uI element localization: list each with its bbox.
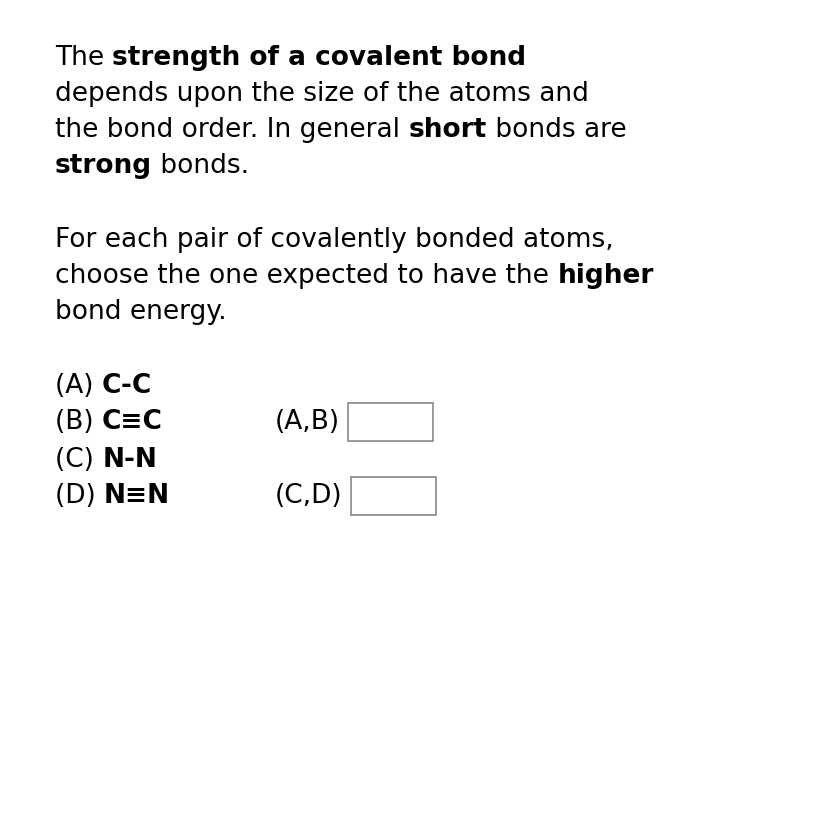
Text: N≡N: N≡N [104, 483, 170, 509]
Text: higher: higher [557, 263, 653, 289]
Text: The: The [55, 45, 112, 71]
Text: C≡C: C≡C [102, 409, 163, 435]
Text: (D): (D) [55, 483, 104, 509]
Text: (A,B): (A,B) [275, 409, 340, 435]
Bar [351, 477, 436, 515]
Text: N-N: N-N [102, 447, 157, 473]
Text: strength of a covalent bond: strength of a covalent bond [112, 45, 526, 71]
Text: short: short [408, 117, 487, 143]
Text: strong: strong [55, 153, 152, 179]
Text: (B): (B) [55, 409, 102, 435]
Text: the bond order. In general: the bond order. In general [55, 117, 408, 143]
Text: depends upon the size of the atoms and: depends upon the size of the atoms and [55, 81, 589, 107]
Text: (C,D): (C,D) [275, 483, 342, 509]
Text: bonds.: bonds. [152, 153, 249, 179]
Text: C-C: C-C [101, 373, 152, 399]
Text: choose the one expected to have the: choose the one expected to have the [55, 263, 557, 289]
Text: bond energy.: bond energy. [55, 299, 227, 325]
Text: For each pair of covalently bonded atoms,: For each pair of covalently bonded atoms… [55, 227, 614, 253]
Text: (C): (C) [55, 447, 102, 473]
Bar [348, 403, 433, 441]
Text: (A): (A) [55, 373, 101, 399]
Text: bonds are: bonds are [487, 117, 626, 143]
